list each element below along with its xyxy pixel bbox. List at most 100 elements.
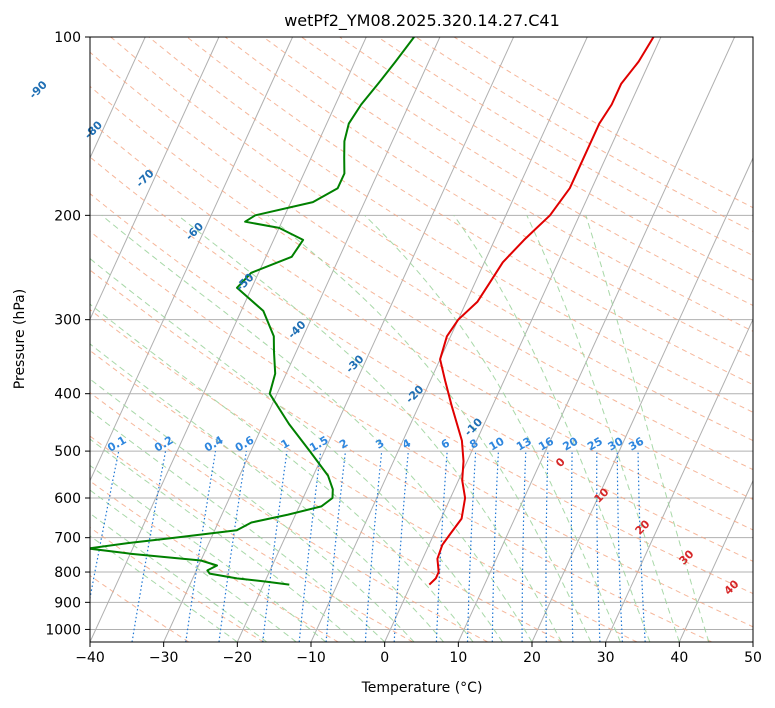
mixing-ratio-line [491,451,499,642]
isotherm-line [384,37,662,642]
x-tick-label: −40 [75,650,105,666]
dry-adiabat-line [339,37,753,281]
y-tick-label: 300 [54,313,81,329]
moist-adiabat-line [90,535,238,642]
y-tick-label: 500 [54,444,81,460]
mixing-ratio-line [364,451,383,642]
moist-adiabat-line [90,409,386,642]
moist-adiabat-line [90,512,268,642]
dry-adiabat-line [90,309,638,642]
dry-adiabat-line [90,480,339,642]
x-tick-label: −10 [296,650,326,666]
isotherm-line [90,37,146,160]
moist-adiabat-label: 40 [722,577,742,597]
mixing-ratio-line [545,451,549,642]
x-tick-label: 20 [523,650,541,666]
isotherm-line [90,37,294,482]
y-tick-label: 100 [54,30,81,46]
x-axis: −40 −30 −20 −10 0 10 20 30 40 50 [75,642,762,666]
y-tick-label: 700 [54,531,81,547]
moist-adiabat-line [526,215,680,642]
dry-adiabat-line [90,85,753,500]
moist-adiabat-line [90,343,444,642]
y-axis: 100 200 300 400 500 600 700 800 900 1000 [45,30,90,638]
y-tick-label: 1000 [45,622,81,638]
isotherm-line [531,156,753,642]
y-tick-label: 800 [54,565,81,581]
moist-adiabat-line [585,215,710,642]
dry-adiabat-label: -70 [133,167,156,190]
moist-adiabat-label: 20 [633,517,653,537]
chart-title: wetPf2_YM08.2025.320.14.27.C41 [284,11,560,31]
dry-adiabat-line [148,37,753,413]
y-tick-label: 900 [54,595,81,611]
dry-adiabat-line [90,230,753,628]
mixing-ratio-label: 6 [439,436,452,451]
isotherm-line [236,37,515,642]
dry-adiabat-line [224,37,753,359]
mixing-ratio-line [570,451,574,642]
dry-adiabat-line [90,392,488,642]
mixing-ratio-line [298,451,322,642]
moist-adiabat-line [90,378,415,642]
x-tick-label: 50 [744,650,762,666]
y-tick-label: 600 [54,491,81,507]
isotherm-line [90,37,367,642]
moist-adiabat-line [177,214,562,642]
isotherm-line [678,479,753,642]
isotherm-line [163,37,441,642]
mixing-ratio-line [262,451,288,642]
moist-adiabat-label: 30 [677,547,697,567]
moist-adiabat-label: 0 [553,455,568,470]
moist-adiabat-line [267,214,592,642]
dry-adiabat-label: -80 [82,118,105,141]
x-tick-label: 0 [380,650,389,666]
dry-adiabat-line [301,37,753,307]
profile-lines [90,37,655,586]
dry-adiabat-line [110,37,753,442]
x-tick-label: 40 [670,650,688,666]
moist-adiabat-line [453,215,651,642]
dry-adiabat-label: -20 [403,383,426,406]
background-lines [0,37,753,642]
x-tick-label: −20 [223,650,253,666]
isotherm-line [605,318,753,642]
y-tick-label: 400 [54,387,81,403]
dry-adiabat-label: -30 [343,352,366,375]
dry-adiabat-label: -90 [27,78,50,101]
moist-adiabat-line [90,489,297,642]
isotherm-line [0,37,72,642]
mixing-ratio-line [596,451,601,642]
moist-adiabat-line [101,214,533,642]
mixing-ratio-line [616,451,623,642]
plot-frame [89,36,754,643]
x-tick-label: 10 [449,650,467,666]
dry-adiabat-line [90,574,190,642]
temperature-profile-line [428,37,655,586]
x-axis-title: Temperature (°C) [361,680,483,696]
moist-adiabat-line [90,257,503,642]
dry-adiabat-label: -40 [285,318,308,341]
dry-adiabat-label: -10 [462,415,485,438]
mixing-ratio-line [325,451,347,642]
dry-adiabat-line [90,51,753,471]
x-tick-label: 30 [597,650,615,666]
mixing-ratio-line [218,451,247,642]
dry-adiabat-line [90,269,712,642]
x-tick-label: −30 [149,650,179,666]
mixing-ratio-line [185,451,217,642]
isotherm-line [752,640,753,642]
moist-adiabat-line [364,214,621,642]
isotherm-line [90,37,220,321]
mixing-ratio-line [131,450,167,642]
dry-adiabat-label: -50 [233,270,256,293]
line-labels: 0.10.20.40.611.52346810131620253036-100-… [27,78,742,598]
moist-adiabat-line [90,464,327,642]
mixing-ratio-label: 1 [279,437,292,452]
mixing-ratio-label: 4 [400,436,413,451]
y-axis-title: Pressure (hPa) [12,289,28,389]
moist-adiabat-line [90,303,474,642]
dry-adiabat-line [90,193,753,595]
mixing-ratio-line [393,451,409,642]
